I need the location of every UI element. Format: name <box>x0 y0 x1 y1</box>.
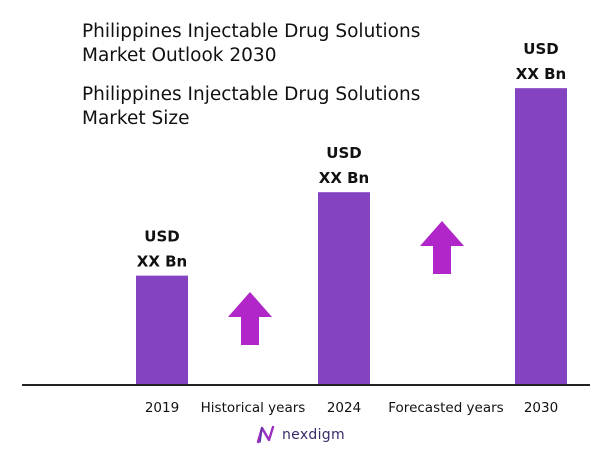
bar-2019 <box>136 275 188 384</box>
value-label-2024-line2: XX Bn <box>319 169 369 187</box>
nexdigm-logo-icon <box>256 425 275 444</box>
value-label-2019-line2: XX Bn <box>137 253 187 271</box>
bar-2024 <box>318 192 370 384</box>
value-label-2030-line2: XX Bn <box>516 65 566 83</box>
value-label-2019-line1: USD <box>144 228 179 246</box>
tick-label-2030: 2030 <box>524 400 558 416</box>
chart-title: Philippines Injectable Drug Solutions Ma… <box>82 21 421 66</box>
period-label-2: Forecasted years <box>388 400 503 416</box>
growth-arrow-forecast <box>420 221 464 274</box>
chart-subtitle: Philippines Injectable Drug Solutions Ma… <box>82 84 421 129</box>
logo-text: nexdigm <box>282 427 345 443</box>
value-label-2030-line1: USD <box>523 40 558 58</box>
bar-2030 <box>515 88 567 385</box>
period-label-1: Historical years <box>201 400 306 416</box>
tick-label-2019: 2019 <box>145 400 179 416</box>
tick-label-2024: 2024 <box>327 400 361 416</box>
growth-arrow-historical <box>228 292 272 345</box>
nexdigm-logo: nexdigm <box>256 425 345 445</box>
value-label-2024-line1: USD <box>326 144 361 162</box>
